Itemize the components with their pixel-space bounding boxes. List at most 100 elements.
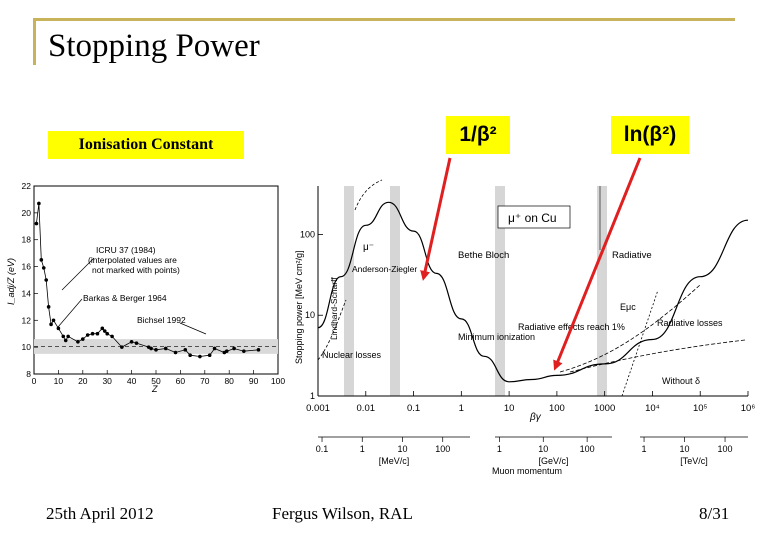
ionisation-point	[39, 258, 44, 262]
momentum-tick-label: 10	[538, 444, 548, 454]
left-xtick-label: 40	[127, 376, 137, 386]
lindhard-curve	[354, 179, 383, 211]
left-ytick-label: 18	[22, 235, 32, 245]
momentum-unit: [TeV/c]	[680, 456, 708, 466]
title-accent-vertical	[33, 18, 36, 65]
ionisation-point	[134, 341, 139, 345]
critical-energy-line	[621, 289, 659, 397]
legend-box	[497, 205, 571, 229]
left-ylabel: I_adj/Z (eV)	[6, 258, 16, 305]
bichsel-pointer	[179, 322, 207, 335]
annotation-bethe-bloch: Bethe Bloch	[458, 250, 509, 261]
right-xtick-label: 10⁶	[741, 403, 756, 414]
ionisation-point	[46, 305, 51, 309]
annotation-nuclear-losses: Nuclear losses	[322, 350, 382, 360]
right-ylabel: Stopping power [MeV cm²/g]	[294, 250, 304, 364]
left-xtick-label: 50	[151, 376, 161, 386]
ionisation-point	[163, 346, 168, 351]
left-ytick-label: 8	[26, 369, 31, 379]
legend-mu-cu: μ⁺ on Cu	[508, 211, 557, 225]
grey-region-3	[495, 186, 505, 396]
momentum-tick-label: 1	[360, 444, 365, 454]
right-xtick-label: 0.01	[357, 403, 376, 414]
annotation-barkas: Barkas & Berger 1964	[83, 293, 167, 303]
ionisation-point	[63, 338, 68, 343]
right-xtick-label: 10	[504, 403, 515, 414]
right-ytick-label: 1	[310, 391, 315, 401]
ionisation-point	[49, 322, 53, 327]
annotation-interpolated: (interpolated values are	[88, 255, 177, 265]
ionisation-point	[76, 339, 80, 344]
left-xtick-label: 10	[54, 376, 64, 386]
ionisation-point	[95, 331, 100, 336]
beta-arrow	[420, 157, 452, 281]
right-xtick-label: 1000	[594, 403, 615, 414]
ionisation-point	[41, 266, 46, 270]
momentum-tick-label: 1	[497, 444, 502, 454]
ionisation-point	[85, 333, 90, 337]
ionisation-point	[102, 329, 107, 333]
footer-author: Fergus Wilson, RAL	[272, 504, 413, 523]
ionisation-point	[198, 354, 202, 359]
left-xlabel: Z	[151, 384, 158, 394]
ionisation-point	[212, 346, 217, 351]
right-xtick-label: 100	[549, 403, 565, 414]
momentum-tick-label: 100	[580, 444, 595, 454]
ionisation-point	[56, 326, 61, 331]
ln-arrow	[553, 157, 642, 371]
momentum-tick-label: 100	[435, 444, 450, 454]
beta-term-label: 1/β²	[446, 116, 510, 154]
ionisation-points	[34, 201, 278, 359]
left-ytick-label: 14	[22, 288, 32, 298]
ionisation-point	[51, 318, 56, 323]
annotation-min-ionization: Minimum ionization	[458, 332, 535, 342]
annotation-lindhard: Lindhard-Scharff	[329, 277, 339, 340]
annotation-mu-minus: μ⁻	[363, 242, 374, 253]
momentum-tick-label: 100	[718, 444, 733, 454]
ionisation-point	[105, 331, 109, 336]
right-xtick-label: 1	[459, 403, 464, 414]
ionisation-point	[37, 201, 41, 206]
right-xtick-label: 0.1	[407, 403, 420, 414]
right-xtick-label: 0.001	[306, 403, 330, 414]
without-delta-curve	[569, 339, 746, 373]
ionisation-point	[66, 334, 70, 339]
ionisation-point	[154, 348, 158, 352]
left-ytick-label: 16	[22, 262, 32, 272]
left-xtick-label: 30	[102, 376, 112, 386]
left-xtick-label: 60	[176, 376, 186, 386]
left-ytick-label: 20	[22, 208, 32, 218]
bethe-bloch-curve	[317, 201, 749, 383]
left-xtick-label: 80	[224, 376, 234, 386]
ionisation-point	[188, 353, 192, 358]
ionisation-point	[81, 337, 85, 341]
left-xtick-label: 0	[32, 376, 37, 386]
ionisation-point	[100, 326, 105, 331]
left-xtick-label: 70	[200, 376, 210, 386]
left-ytick-label: 22	[22, 181, 32, 191]
right-ytick-label: 100	[300, 229, 315, 239]
right-plot-ticks: 0.001 0.01 0.1 1 10 100 1000 10⁴ 10⁵ 10⁶ 1 10 100	[300, 229, 755, 414]
momentum-label: Muon momentum	[492, 466, 562, 476]
annotation-radiative: Radiative	[612, 250, 652, 261]
momentum-tick-label: 10	[397, 444, 407, 454]
annotation-anderson-ziegler: Anderson-Ziegler	[352, 264, 417, 274]
grey-region-1	[344, 186, 354, 396]
ionisation-point	[149, 346, 153, 351]
grey-region-4	[597, 186, 607, 396]
ionisation-point	[183, 348, 188, 352]
left-xtick-label: 100	[271, 376, 285, 386]
ionisation-point	[242, 349, 246, 353]
ionisation-point	[110, 334, 114, 339]
ionisation-point	[44, 278, 48, 282]
annotation-radiative-losses: Radiative losses	[657, 318, 723, 328]
ionisation-point	[90, 331, 95, 336]
ionisation-point	[224, 349, 229, 353]
ionisation-point	[173, 350, 178, 355]
ionisation-trace	[36, 203, 259, 357]
annotation-bichsel: Bichsel 1992	[137, 315, 186, 325]
momentum-tick-label: 1	[642, 444, 647, 454]
annotation-not-marked: not marked with points)	[92, 265, 180, 275]
left-ytick-label: 12	[22, 315, 32, 325]
